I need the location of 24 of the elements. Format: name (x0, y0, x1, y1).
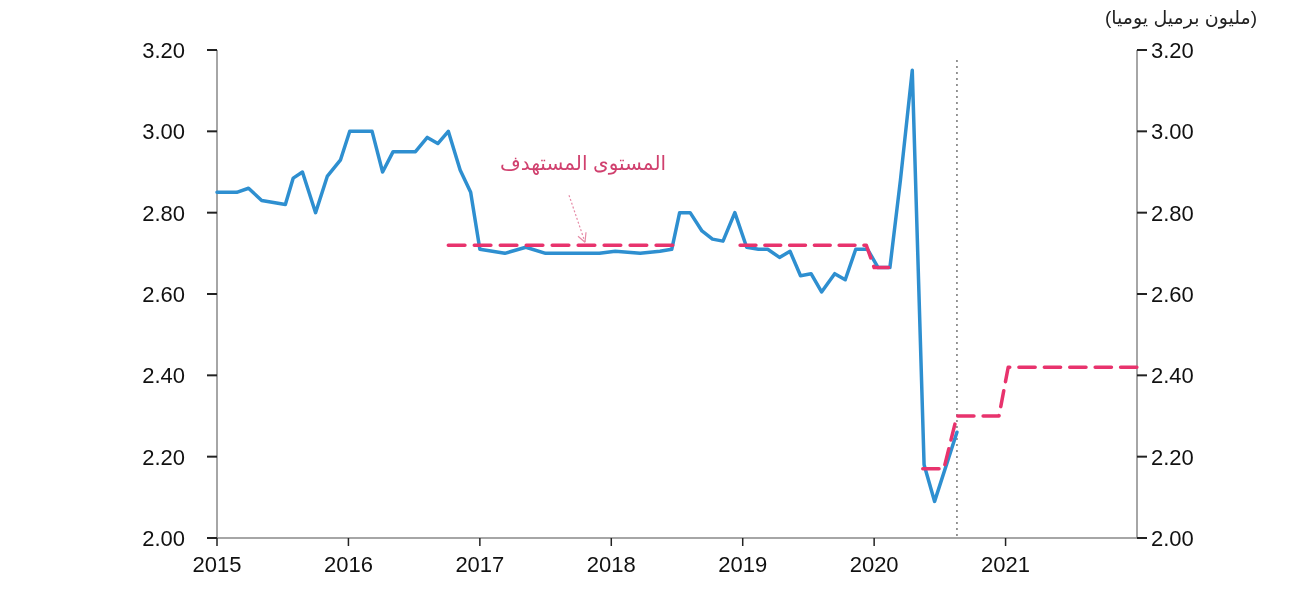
line-series (215, 68, 959, 504)
x-tick-label: 2019 (718, 552, 768, 577)
annotation: المستوى المستهدف (499, 152, 667, 176)
y-tick-label: 2.80 (142, 200, 185, 226)
x-tick-label: 2020 (849, 552, 899, 577)
x-tick-label: 2015 (192, 552, 242, 577)
y2-tick-label: 2.60 (1151, 282, 1194, 307)
x-tick-label: 2021 (981, 552, 1031, 577)
y-tick-label: 2.60 (142, 282, 185, 307)
y2-axis-title: (مليون برميل يوميا) (1105, 7, 1258, 29)
x-tick-label: 2016 (323, 552, 373, 577)
y2-tick-label: 2.20 (1151, 444, 1194, 470)
x-tick-label: 2017 (455, 552, 505, 577)
y2-tick-label: 3.00 (1151, 119, 1194, 145)
y-tick-label: 2.40 (142, 363, 185, 389)
y2-tick-label: 3.20 (1151, 38, 1194, 63)
y-tick-label: 3.00 (142, 119, 185, 145)
y-tick-label: 2.00 (142, 526, 185, 551)
y2-tick-label: 2.80 (1151, 200, 1194, 226)
x-tick-label: 2018 (586, 552, 636, 577)
y-tick-label: 3.20 (142, 38, 185, 63)
y-tick-label: 2.20 (142, 444, 185, 470)
y2-tick-label: 2.00 (1151, 526, 1194, 551)
y2-tick-label: 2.40 (1151, 363, 1194, 389)
